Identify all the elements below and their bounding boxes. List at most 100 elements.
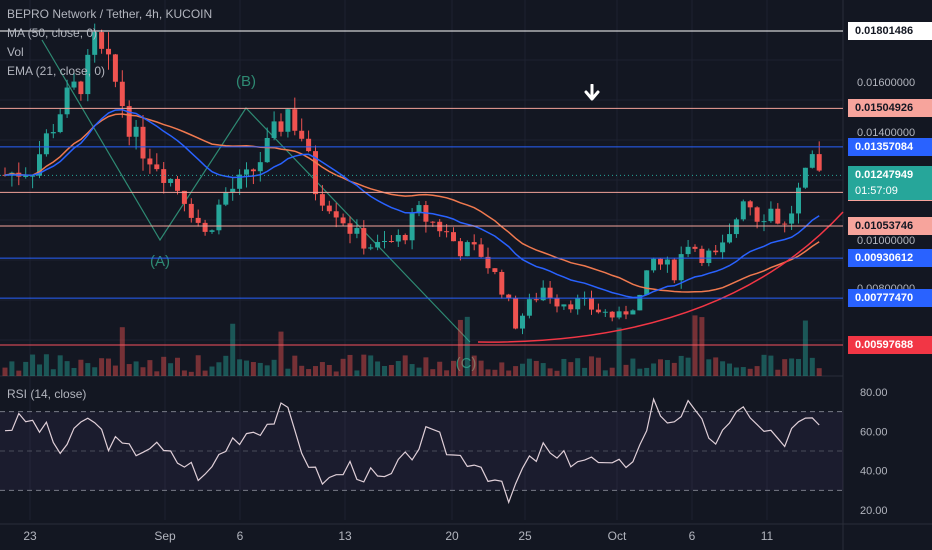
volume-bar-7 <box>50 369 56 376</box>
candle-body-7 <box>50 132 56 134</box>
candle-body-41 <box>285 109 291 132</box>
volume-bar-113 <box>782 359 788 376</box>
rsi-panel: 80.00 60.00 40.00 20.00 <box>0 387 888 517</box>
time-tick-3: 13 <box>338 529 352 543</box>
volume-bar-60 <box>416 367 422 376</box>
candle-body-3 <box>23 176 29 178</box>
candle-body-26 <box>181 190 187 204</box>
candle-body-6 <box>43 133 49 155</box>
volume-bar-64 <box>444 370 450 376</box>
candle-body-65 <box>451 232 456 242</box>
volume-bar-115 <box>796 358 801 376</box>
volume-bar-57 <box>395 361 401 376</box>
volume-bar-17 <box>119 327 125 376</box>
candle-body-57 <box>395 234 401 242</box>
candle-body-18 <box>126 106 132 137</box>
candle-body-106 <box>733 219 739 235</box>
candle-body-42 <box>292 109 298 131</box>
volume-bar-15 <box>106 358 111 376</box>
price-tick-1: 0.01400000 <box>857 127 915 139</box>
volume-bar-54 <box>375 361 381 376</box>
level-tag-5: 0.00930612 <box>848 249 932 268</box>
candle-body-47 <box>326 205 332 212</box>
volume-bar-77 <box>533 360 539 376</box>
volume-bar-26 <box>181 370 187 376</box>
time-tick-5: 25 <box>518 529 532 543</box>
candle-body-93 <box>644 270 650 295</box>
candle-body-88 <box>609 311 615 318</box>
candle-body-81 <box>561 304 567 307</box>
volume-bar-79 <box>547 368 553 376</box>
candle-body-98 <box>678 254 684 281</box>
candle-body-34 <box>237 174 243 189</box>
volume-bar-9 <box>64 361 70 376</box>
volume-bar-1 <box>9 361 15 376</box>
rsi-line <box>4 397 820 505</box>
candle-body-36 <box>250 169 256 172</box>
candle-body-55 <box>382 241 387 243</box>
candle-body-40 <box>278 121 284 132</box>
candle-body-71 <box>492 268 498 272</box>
candle-body-21 <box>147 158 153 165</box>
volume-bar-5 <box>37 364 42 376</box>
volume-bar-8 <box>57 355 63 376</box>
symbol-title: BEPRO Network / Tether, 4h, KUCOIN <box>7 7 213 21</box>
volume-bar-58 <box>402 355 408 376</box>
volume-bar-43 <box>299 365 305 376</box>
ma50-line <box>4 113 820 293</box>
candle-body-104 <box>720 242 726 253</box>
candle-body-31 <box>216 204 222 231</box>
candle-body-103 <box>713 250 719 253</box>
candle-body-16 <box>112 54 118 82</box>
candle-body-56 <box>388 241 394 243</box>
candle-body-118 <box>816 154 822 171</box>
volume-bar-29 <box>202 370 208 376</box>
candle-body-108 <box>747 201 753 208</box>
candle-body-58 <box>402 234 408 241</box>
volume-bar-82 <box>568 362 574 376</box>
volume-bar-90 <box>623 364 629 376</box>
volume-bar-91 <box>630 358 636 376</box>
volume-bar-99 <box>685 357 691 376</box>
volume-bar-105 <box>727 363 732 376</box>
candle-body-82 <box>568 304 574 310</box>
candle-body-15 <box>106 48 111 55</box>
volume-bar-3 <box>23 361 29 376</box>
volume-bar-36 <box>250 362 256 376</box>
volume-bar-73 <box>506 370 512 376</box>
volume-bar-71 <box>492 369 498 376</box>
candle-body-29 <box>202 222 208 232</box>
candle-body-114 <box>789 213 795 224</box>
candle-body-44 <box>306 138 312 152</box>
volume-bar-46 <box>319 362 325 376</box>
volume-bar-66 <box>457 319 463 376</box>
volume-bar-94 <box>651 363 657 376</box>
candle-body-9 <box>64 87 70 115</box>
candle-body-54 <box>375 242 381 248</box>
volume-bar-2 <box>16 370 22 376</box>
volume-bar-67 <box>464 316 470 376</box>
rounding-bottom-arc <box>477 211 844 343</box>
volume-bar-35 <box>244 360 249 376</box>
volume-bar-76 <box>526 358 532 376</box>
candle-body-116 <box>802 167 808 188</box>
candle-body-111 <box>768 208 774 222</box>
volume-bar-65 <box>451 360 456 376</box>
candle-body-80 <box>554 298 560 307</box>
volume-bar-56 <box>388 364 394 376</box>
candle-body-110 <box>761 221 767 223</box>
candle-body-60 <box>416 205 422 214</box>
candle-body-62 <box>430 221 436 223</box>
candle-body-109 <box>754 207 760 222</box>
volume-bar-86 <box>595 357 601 376</box>
time-tick-2: 6 <box>237 529 244 543</box>
candle-body-95 <box>658 258 663 265</box>
volume-bar-109 <box>754 366 760 376</box>
rsi-legend: RSI (14, close) <box>7 385 86 404</box>
candle-body-13 <box>92 32 98 55</box>
candle-body-77 <box>533 299 539 301</box>
level-tag-4: 0.01053746 <box>848 217 932 236</box>
candle-body-25 <box>175 178 180 191</box>
chart-legend: BEPRO Network / Tether, 4h, KUCOIN MA (5… <box>7 5 212 81</box>
